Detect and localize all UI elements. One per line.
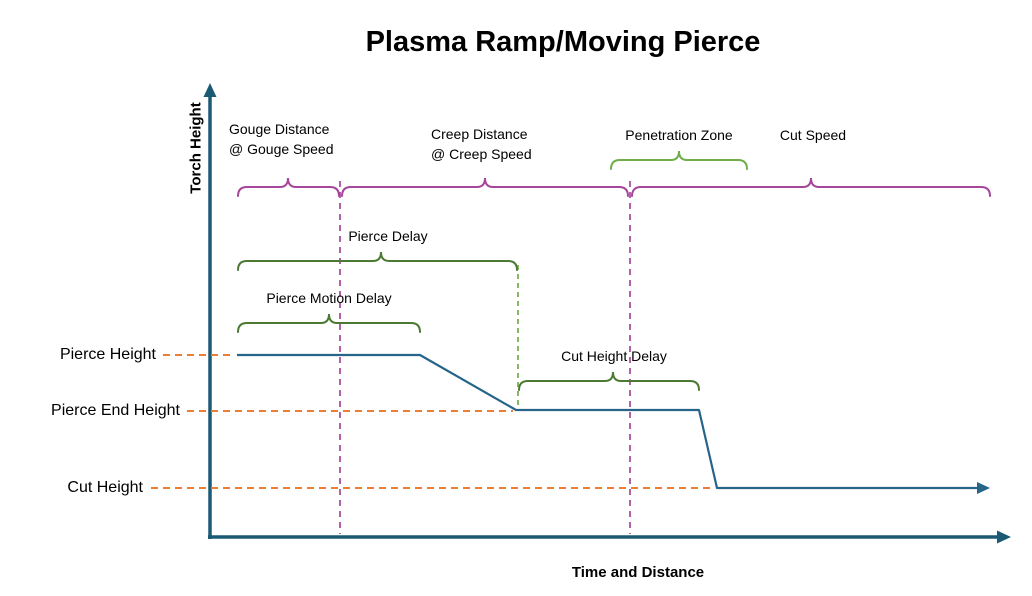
y-axis-label: Torch Height bbox=[187, 102, 205, 194]
penetration-zone-brace bbox=[610, 150, 748, 170]
profile-arrowhead bbox=[977, 482, 990, 494]
pierce-delay-label: Pierce Delay bbox=[348, 228, 428, 244]
torch-height-profile-line bbox=[237, 353, 979, 490]
page-title: Plasma Ramp/Moving Pierce bbox=[365, 26, 761, 58]
gouge-distance-brace bbox=[237, 177, 340, 197]
pierce-height-label: Pierce Height bbox=[59, 346, 156, 363]
x-axis-label: Time and Distance bbox=[571, 564, 705, 581]
pierce-motion-delay-brace bbox=[237, 313, 421, 333]
y-axis-arrowhead bbox=[203, 83, 217, 97]
creep-distance-label: Creep Distance @ Creep Speed bbox=[431, 126, 532, 162]
cut-speed-brace bbox=[631, 177, 991, 197]
cut-height-delay-brace bbox=[518, 371, 700, 391]
creep-distance-brace bbox=[341, 177, 629, 197]
cut-speed-label: Cut Speed bbox=[779, 127, 847, 143]
penetration-zone-label: Penetration Zone bbox=[625, 127, 733, 143]
gouge-distance-label: Gouge Distance @ Gouge Speed bbox=[229, 121, 334, 157]
pierce-end-height-label: Pierce End Height bbox=[51, 402, 180, 419]
pierce-motion-delay-label: Pierce Motion Delay bbox=[266, 290, 392, 306]
x-axis-arrowhead bbox=[997, 530, 1011, 544]
pierce-delay-brace bbox=[237, 251, 518, 271]
cut-height-label: Cut Height bbox=[67, 479, 143, 496]
cut-height-delay-label: Cut Height Delay bbox=[561, 348, 667, 364]
